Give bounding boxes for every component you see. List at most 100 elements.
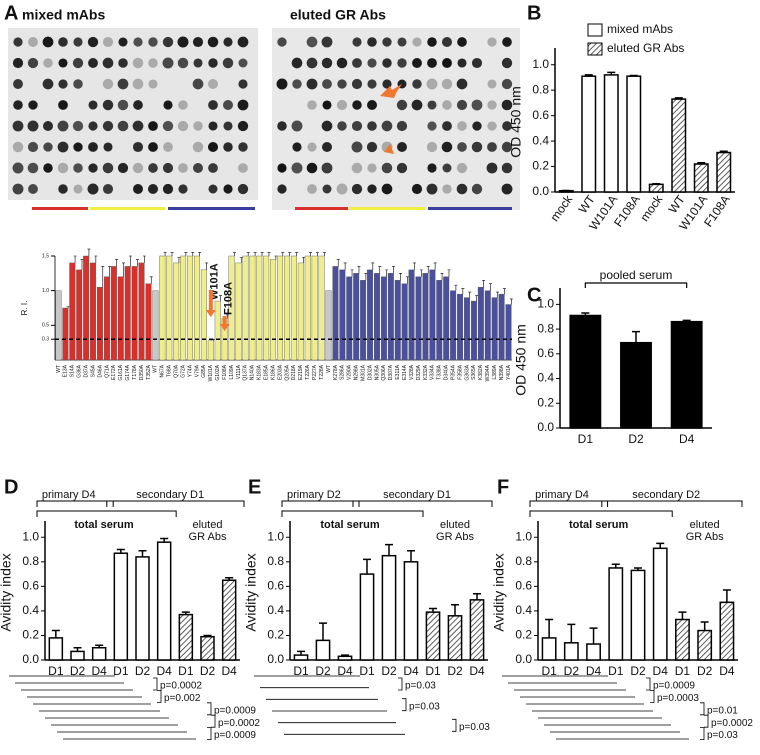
blot-dot — [148, 37, 158, 47]
p-bracket — [207, 702, 212, 716]
bracket — [601, 500, 743, 507]
bar — [207, 340, 214, 361]
blot-dot — [427, 121, 437, 131]
p-bracket — [650, 690, 655, 703]
error-bar — [461, 288, 465, 295]
blot-dot — [133, 184, 143, 194]
blot-dot — [307, 142, 317, 152]
bar — [626, 75, 642, 193]
error-bar — [115, 259, 119, 267]
blot-dot — [238, 58, 248, 68]
blot-dot — [103, 142, 113, 152]
error-bar — [128, 255, 132, 267]
x-tick-label: M301A — [360, 364, 366, 381]
group-label: eluted — [690, 519, 720, 531]
group-label: total serum — [569, 519, 629, 531]
blot-dot — [322, 79, 332, 89]
x-tick-label: E219A — [298, 364, 304, 380]
blot-dot — [292, 142, 302, 152]
x-tick-label: T68A — [167, 364, 173, 377]
error-bar — [51, 629, 60, 638]
blot-dot — [487, 121, 497, 131]
error-bar — [405, 276, 409, 284]
blot-dot — [43, 142, 53, 152]
blot-dot — [457, 58, 467, 68]
legend-swatch — [587, 23, 603, 37]
bar — [124, 266, 131, 361]
x-tick-label: V290A — [347, 364, 353, 380]
y-tick-label: 0.2 — [22, 628, 39, 642]
blot-dot — [222, 57, 234, 69]
panel-letter: C — [527, 284, 541, 306]
bar — [48, 637, 64, 661]
blot-dot — [381, 183, 393, 195]
error-bar — [495, 291, 499, 298]
error-bar — [371, 262, 375, 270]
bar — [166, 255, 173, 361]
p-bracket — [700, 702, 705, 716]
bracket — [36, 510, 177, 517]
x-tick-label: D1 — [541, 664, 557, 678]
y-axis-label: OD 450 nm — [513, 324, 529, 396]
p-value: p=0.03 — [409, 701, 440, 712]
bracket — [281, 510, 424, 517]
x-tick-label: T226A — [305, 364, 311, 379]
blot-dot — [321, 57, 333, 69]
blot-dot — [382, 58, 392, 68]
x-tick-label: D4 — [337, 664, 353, 678]
bar — [135, 556, 150, 661]
bar — [719, 601, 735, 661]
blot-dot — [207, 141, 219, 153]
error-bar — [184, 252, 188, 256]
bar — [290, 255, 297, 361]
error-bar — [246, 252, 250, 256]
error-bar — [198, 252, 202, 256]
bar — [62, 307, 69, 361]
blot-dot — [472, 121, 482, 131]
p-value: p=0.0002 — [218, 718, 260, 729]
y-tick-label: 0.0 — [537, 420, 554, 434]
p-value: p=0.0002 — [711, 718, 753, 729]
y-tick-label: 0.2 — [267, 628, 284, 642]
blot-dot — [441, 141, 453, 153]
bar — [422, 273, 429, 361]
error-bar — [87, 248, 91, 256]
blot-dot — [277, 121, 287, 131]
error-bar — [440, 273, 444, 281]
bar — [359, 573, 375, 661]
y-tick-label: 0.3 — [42, 337, 49, 343]
bar — [470, 300, 477, 361]
y-tick-label: 0.8 — [22, 554, 39, 568]
y-tick-label: 0.6 — [22, 579, 39, 593]
error-bar — [170, 252, 174, 256]
blot-dot — [487, 142, 497, 152]
x-tick-label: F358A — [457, 364, 463, 379]
x-tick-label: D2 — [200, 664, 216, 678]
bar — [55, 290, 62, 361]
bar — [283, 255, 290, 361]
blot-dot — [58, 58, 68, 68]
blot-dot — [501, 57, 513, 69]
blot-dot — [426, 78, 438, 90]
x-tick-label: Q205A — [284, 364, 290, 380]
blot-title: eluted GR Abs — [290, 7, 386, 23]
bracket — [529, 510, 673, 517]
error-bar — [722, 589, 731, 603]
blot-dot — [397, 58, 407, 68]
blot-dot — [162, 57, 174, 69]
x-tick-label: E314A — [402, 364, 408, 380]
blot-dot — [427, 163, 437, 173]
y-tick-label: 1.0 — [22, 529, 39, 543]
legend-swatch — [587, 42, 603, 56]
x-tick-label: D2 — [315, 664, 331, 678]
blot-dot — [43, 121, 53, 131]
blot-dot — [276, 78, 288, 90]
blot-dot — [223, 142, 233, 152]
group-label: GR Abs — [686, 531, 724, 543]
blot-dot — [27, 162, 39, 174]
x-tick-label: Q70A — [174, 364, 180, 377]
bracket — [281, 500, 360, 507]
error-bar — [656, 542, 665, 549]
x-tick-label: D1 — [425, 664, 441, 678]
x-tick-label: D1 — [293, 664, 309, 678]
